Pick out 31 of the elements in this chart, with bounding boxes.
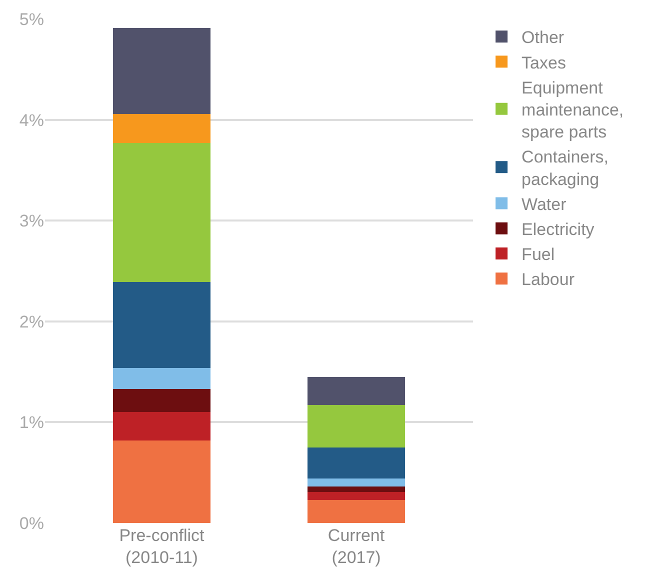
bar	[113, 114, 210, 143]
bar	[308, 478, 405, 487]
bar	[308, 500, 405, 523]
legend-label: Electricity	[522, 220, 595, 239]
legend-label: Labour	[522, 270, 575, 290]
bar	[113, 440, 210, 523]
legend-label: Fuel	[522, 245, 555, 264]
bar	[308, 486, 405, 492]
bar	[113, 28, 210, 114]
bar	[308, 376, 405, 406]
y-tick-label: 0%	[19, 514, 44, 533]
legend-label: Containers, packaging	[522, 148, 608, 189]
bar	[113, 412, 210, 440]
bar	[308, 492, 405, 500]
y-tick-label: 5%	[19, 10, 44, 29]
y-tick-label: 2%	[19, 312, 44, 332]
bar	[308, 405, 405, 448]
bar	[113, 368, 210, 389]
bar	[113, 282, 210, 368]
y-tick-label: 4%	[19, 110, 44, 130]
legend-label: Other	[522, 28, 564, 48]
y-tick-label: 1%	[19, 413, 44, 432]
bar	[308, 447, 405, 479]
legend-label: Taxes	[522, 53, 566, 72]
bar	[113, 388, 210, 412]
x-tick-label: Current (2017)	[328, 526, 385, 568]
y-tick-label: 3%	[19, 212, 44, 231]
bar	[113, 142, 210, 282]
legend-label: Equipment maintenance, spare parts	[522, 78, 624, 142]
legend-label: Water	[522, 194, 567, 214]
x-tick-label: Pre-conflict (2010-11)	[119, 526, 205, 568]
